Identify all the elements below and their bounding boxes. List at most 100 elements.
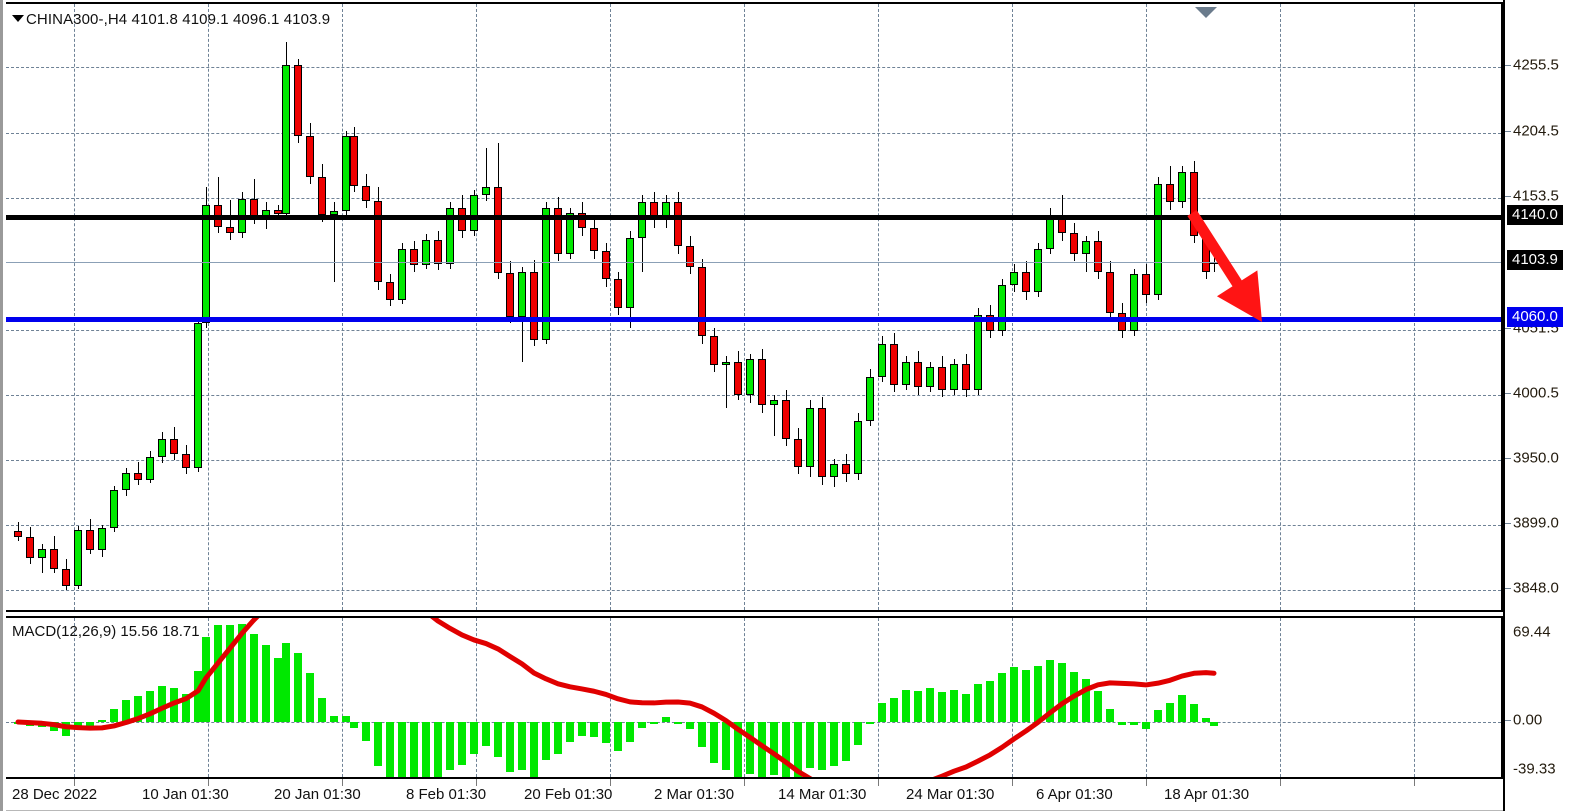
macd-axis-label: 69.44 [1513,623,1551,641]
arrow-annotation-layer [1187,210,1262,322]
macd-histogram-bar [842,722,850,762]
time-tick [74,779,75,786]
candle-body [170,438,178,454]
macd-histogram-bar [770,722,778,775]
macd-histogram-bar [342,716,350,722]
candle-body [794,438,802,467]
time-axis-label: 10 Jan 01:30 [142,786,229,803]
candle-body [830,464,838,478]
macd-time-gridline [342,618,343,777]
time-axis-label: 14 Mar 01:30 [778,786,867,803]
price-tick [1505,523,1511,524]
candle-body [110,489,118,529]
macd-histogram-bar [1178,694,1186,722]
price-gridline [6,198,1501,199]
candle-body [986,315,994,331]
macd-histogram-bar [458,722,466,766]
macd-histogram-bar [1058,662,1066,722]
price-level-badge-support[interactable]: 4060.0 [1507,307,1563,327]
level-line-mid[interactable] [6,262,1501,263]
price-chart-pane[interactable]: CHINA300-,H4 4101.8 4109.1 4096.1 4103.9 [6,2,1503,612]
macd-histogram-bar [950,689,958,722]
macd-histogram-bar [926,687,934,722]
candle-body [686,246,694,267]
macd-histogram-bar [758,722,766,777]
macd-histogram-bar [1010,666,1018,722]
candle-body [554,207,562,254]
candle-body [602,251,610,280]
candle-body [878,343,886,377]
candle-body [506,272,514,317]
macd-histogram-bar [238,624,246,722]
level-line-resistance[interactable] [6,215,1501,220]
candle-body [758,358,766,406]
macd-histogram-bar [854,722,862,745]
macd-histogram-bar [74,722,82,728]
macd-histogram-bar [226,625,234,722]
macd-histogram-bar [98,720,106,723]
price-level-badge-resistance[interactable]: 4140.0 [1507,205,1563,225]
time-gridline [1280,4,1281,610]
time-axis-label: 6 Apr 01:30 [1036,786,1113,803]
chart-collapse-icon[interactable] [12,15,24,22]
macd-histogram-bar [1202,717,1210,722]
macd-histogram-bar [1022,669,1030,722]
price-axis[interactable]: 4255.5 4204.5 4153.5 4051.5 4000.5 3950.0 3899… [1503,0,1576,811]
time-axis[interactable]: 28 Dec 2022 10 Jan 01:30 20 Jan 01:30 8 Feb… [6,779,1503,811]
macd-histogram-bar [446,722,454,770]
price-axis-label: 4000.5 [1513,384,1559,402]
time-tick [476,779,477,786]
price-gridline [6,330,1501,331]
candle-body [950,364,958,390]
candle-body [182,453,190,469]
candle-body [1034,248,1042,293]
price-tick [1505,393,1511,394]
macd-histogram-bar [710,722,718,763]
macd-indicator-pane[interactable]: MACD(12,26,9) 15.56 18.71 [6,616,1503,779]
candle-body [674,202,682,247]
candle-body [530,271,538,340]
candle-wick [1086,235,1087,272]
macd-histogram-bar [110,709,118,722]
candle-body [746,358,754,395]
macd-histogram-bar [122,699,130,722]
candle-body [134,473,142,480]
macd-histogram-bar [1190,703,1198,722]
candle-body [422,239,430,266]
level-line-support[interactable] [6,317,1501,322]
candle-body [470,194,478,231]
macd-histogram-bar [1034,665,1042,722]
time-gridline [74,4,75,610]
candle-body [734,361,742,395]
time-tick [1280,779,1281,786]
candle-body [1130,274,1138,331]
candle-body [842,464,850,475]
time-gridline [476,4,477,610]
candle-body [806,407,814,467]
candle-body [122,473,130,490]
macd-histogram-bar [294,652,302,722]
macd-histogram-bar [1166,703,1174,722]
candle-body [1106,271,1114,313]
candle-body [330,211,338,216]
price-level-badge-mid[interactable]: 4103.9 [1507,250,1563,270]
candle-body [1154,184,1162,295]
price-tick [1505,65,1511,66]
macd-histogram-bar [306,672,314,722]
candle-body [926,366,934,388]
macd-histogram-bar [626,722,634,742]
price-axis-label: 3848.0 [1513,579,1559,597]
macd-histogram-bar [542,722,550,760]
price-gridline [6,395,1501,396]
time-axis-label: 8 Feb 01:30 [406,786,487,803]
candle-body [62,569,70,587]
price-tick [1505,588,1511,589]
macd-axis-label: 0.00 [1513,711,1543,729]
price-gridline [6,525,1501,526]
candle-body [282,65,290,214]
candle-body [1142,274,1150,295]
time-axis-label: 18 Apr 01:30 [1164,786,1250,803]
candle-body [434,239,442,264]
macd-histogram-bar [998,672,1006,722]
